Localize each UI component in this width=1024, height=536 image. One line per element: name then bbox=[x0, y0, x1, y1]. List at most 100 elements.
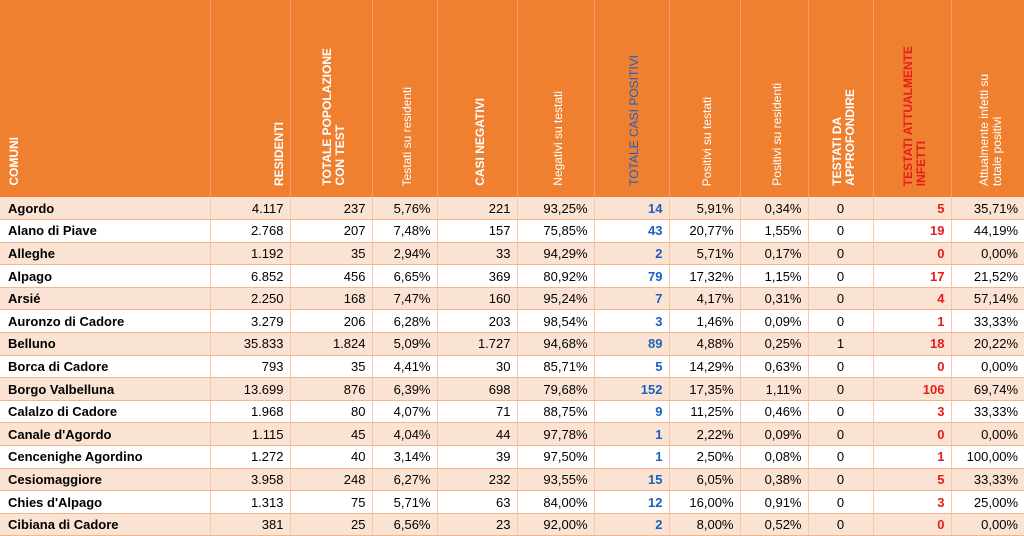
cell-negativi-su-testati: 80,92% bbox=[517, 264, 595, 288]
cell-infetti-su-positivi: 33,33% bbox=[951, 309, 1024, 334]
cell-positivi-su-residenti: 0,09% bbox=[740, 422, 809, 447]
cell-positivi-su-residenti: 0,09% bbox=[740, 309, 809, 334]
cell-attualmente-infetti: 1 bbox=[873, 445, 952, 469]
cell-attualmente-infetti: 0 bbox=[873, 242, 952, 266]
cell-residenti: 6.852 bbox=[210, 264, 291, 288]
cell-testati-da-approfondire: 0 bbox=[808, 197, 874, 221]
cell-popolazione-con-test: 35 bbox=[290, 355, 373, 379]
cell-positivi-su-testati: 5,71% bbox=[669, 242, 741, 266]
table-row: Borca di Cadore 793 35 4,41% 30 85,71% 5 14,29%… bbox=[0, 355, 1024, 379]
cell-attualmente-infetti: 1 bbox=[873, 309, 952, 334]
cell-totale-casi-positivi: 12 bbox=[594, 490, 670, 514]
cell-testati-su-residenti: 6,28% bbox=[372, 309, 438, 334]
cell-testati-su-residenti: 5,71% bbox=[372, 490, 438, 514]
cell-positivi-su-residenti: 0,17% bbox=[740, 242, 809, 266]
cell-residenti: 4.117 bbox=[210, 197, 291, 221]
cell-casi-negativi: 157 bbox=[437, 219, 518, 243]
header-residenti: RESIDENTI bbox=[210, 0, 291, 197]
cell-positivi-su-testati: 4,17% bbox=[669, 287, 741, 311]
cell-positivi-su-testati: 17,32% bbox=[669, 264, 741, 288]
cell-attualmente-infetti: 106 bbox=[873, 377, 952, 401]
cell-testati-da-approfondire: 0 bbox=[808, 287, 874, 311]
cell-popolazione-con-test: 207 bbox=[290, 219, 373, 243]
cell-totale-casi-positivi: 43 bbox=[594, 219, 670, 243]
table-row: Chies d'Alpago 1.313 75 5,71% 63 84,00% 12 16,0… bbox=[0, 490, 1024, 514]
cell-attualmente-infetti: 3 bbox=[873, 490, 952, 514]
cell-testati-su-residenti: 5,09% bbox=[372, 332, 438, 356]
cell-casi-negativi: 698 bbox=[437, 377, 518, 401]
table-row: Alleghe 1.192 35 2,94% 33 94,29% 2 5,71% 0,17% 0 0… bbox=[0, 242, 1024, 266]
header-negativi-su-testati: Negativi su testati bbox=[517, 0, 595, 197]
cell-residenti: 13.699 bbox=[210, 377, 291, 401]
cell-negativi-su-testati: 95,24% bbox=[517, 287, 595, 311]
table-row: Alano di Piave 2.768 207 7,48% 157 75,85% 43 20… bbox=[0, 219, 1024, 243]
cell-testati-da-approfondire: 0 bbox=[808, 513, 874, 536]
cell-negativi-su-testati: 88,75% bbox=[517, 400, 595, 424]
cell-positivi-su-residenti: 0,31% bbox=[740, 287, 809, 311]
cell-popolazione-con-test: 248 bbox=[290, 468, 373, 492]
cell-positivi-su-residenti: 1,55% bbox=[740, 219, 809, 243]
cell-attualmente-infetti: 17 bbox=[873, 264, 952, 288]
cell-positivi-su-testati: 14,29% bbox=[669, 355, 741, 379]
cell-casi-negativi: 369 bbox=[437, 264, 518, 288]
cell-comune: Cencenighe Agordino bbox=[0, 445, 211, 469]
cell-infetti-su-positivi: 0,00% bbox=[951, 422, 1024, 447]
cell-negativi-su-testati: 92,00% bbox=[517, 513, 595, 536]
cell-totale-casi-positivi: 1 bbox=[594, 422, 670, 447]
cell-totale-casi-positivi: 89 bbox=[594, 332, 670, 356]
cell-infetti-su-positivi: 35,71% bbox=[951, 197, 1024, 221]
cell-totale-casi-positivi: 7 bbox=[594, 287, 670, 311]
cell-infetti-su-positivi: 20,22% bbox=[951, 332, 1024, 356]
table-row: Cencenighe Agordino 1.272 40 3,14% 39 97,50% 1… bbox=[0, 445, 1024, 469]
cell-negativi-su-testati: 93,25% bbox=[517, 197, 595, 221]
cell-casi-negativi: 33 bbox=[437, 242, 518, 266]
cell-comune: Agordo bbox=[0, 197, 211, 221]
cell-positivi-su-testati: 2,22% bbox=[669, 422, 741, 447]
table-row: Cibiana di Cadore 381 25 6,56% 23 92,00% 2 8,00… bbox=[0, 513, 1024, 536]
cell-infetti-su-positivi: 69,74% bbox=[951, 377, 1024, 401]
cell-testati-da-approfondire: 0 bbox=[808, 377, 874, 401]
cell-infetti-su-positivi: 57,14% bbox=[951, 287, 1024, 311]
cell-attualmente-infetti: 0 bbox=[873, 422, 952, 447]
cell-infetti-su-positivi: 33,33% bbox=[951, 400, 1024, 424]
cell-residenti: 1.192 bbox=[210, 242, 291, 266]
cell-testati-da-approfondire: 0 bbox=[808, 422, 874, 447]
cell-popolazione-con-test: 456 bbox=[290, 264, 373, 288]
cell-residenti: 3.279 bbox=[210, 309, 291, 334]
cell-positivi-su-residenti: 0,34% bbox=[740, 197, 809, 221]
table-row: Borgo Valbelluna 13.699 876 6,39% 698 79,68% 1… bbox=[0, 377, 1024, 401]
cell-popolazione-con-test: 237 bbox=[290, 197, 373, 221]
cell-testati-da-approfondire: 0 bbox=[808, 355, 874, 379]
cell-negativi-su-testati: 94,68% bbox=[517, 332, 595, 356]
cell-positivi-su-residenti: 0,52% bbox=[740, 513, 809, 536]
table-row: Cesiomaggiore 3.958 248 6,27% 232 93,55% 15 6,0… bbox=[0, 468, 1024, 492]
table-row: Auronzo di Cadore 3.279 206 6,28% 203 98,54% 3… bbox=[0, 309, 1024, 334]
cell-negativi-su-testati: 79,68% bbox=[517, 377, 595, 401]
cell-positivi-su-testati: 4,88% bbox=[669, 332, 741, 356]
cell-attualmente-infetti: 5 bbox=[873, 197, 952, 221]
cell-testati-su-residenti: 6,65% bbox=[372, 264, 438, 288]
cell-infetti-su-positivi: 0,00% bbox=[951, 355, 1024, 379]
cell-negativi-su-testati: 94,29% bbox=[517, 242, 595, 266]
cell-testati-su-residenti: 6,27% bbox=[372, 468, 438, 492]
cell-testati-da-approfondire: 0 bbox=[808, 309, 874, 334]
cell-casi-negativi: 232 bbox=[437, 468, 518, 492]
cell-testati-da-approfondire: 0 bbox=[808, 490, 874, 514]
cell-negativi-su-testati: 98,54% bbox=[517, 309, 595, 334]
cell-popolazione-con-test: 168 bbox=[290, 287, 373, 311]
header-positivi-su-testati: Positivi su testati bbox=[669, 0, 741, 197]
cell-residenti: 1.115 bbox=[210, 422, 291, 447]
cell-comune: Belluno bbox=[0, 332, 211, 356]
cell-positivi-su-residenti: 0,25% bbox=[740, 332, 809, 356]
cell-attualmente-infetti: 3 bbox=[873, 400, 952, 424]
cell-infetti-su-positivi: 0,00% bbox=[951, 513, 1024, 536]
cell-testati-da-approfondire: 0 bbox=[808, 264, 874, 288]
cell-comune: Borca di Cadore bbox=[0, 355, 211, 379]
table-body: Agordo 4.117 237 5,76% 221 93,25% 14 5,91% 0,34%… bbox=[0, 197, 1024, 536]
cell-attualmente-infetti: 4 bbox=[873, 287, 952, 311]
cell-popolazione-con-test: 75 bbox=[290, 490, 373, 514]
cell-positivi-su-testati: 20,77% bbox=[669, 219, 741, 243]
cell-testati-da-approfondire: 0 bbox=[808, 445, 874, 469]
table-row: Agordo 4.117 237 5,76% 221 93,25% 14 5,91% 0,34%… bbox=[0, 197, 1024, 221]
cell-positivi-su-residenti: 0,46% bbox=[740, 400, 809, 424]
